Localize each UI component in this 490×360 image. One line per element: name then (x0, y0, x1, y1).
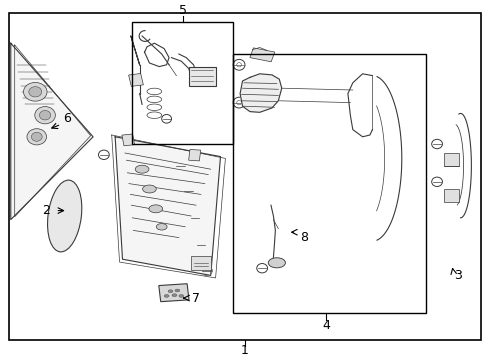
Ellipse shape (149, 205, 163, 213)
Ellipse shape (175, 289, 180, 292)
Bar (233, 54, 426, 313)
Ellipse shape (35, 107, 55, 124)
Ellipse shape (27, 129, 47, 145)
Bar (189, 67, 216, 86)
Ellipse shape (48, 180, 82, 252)
Ellipse shape (269, 258, 285, 268)
Ellipse shape (156, 224, 167, 230)
Ellipse shape (168, 290, 173, 293)
Bar (132, 22, 233, 144)
Text: 5: 5 (179, 4, 187, 17)
Polygon shape (115, 137, 220, 275)
Ellipse shape (172, 294, 177, 297)
Text: 2: 2 (43, 204, 50, 217)
Ellipse shape (24, 82, 47, 101)
Bar (250, 48, 275, 62)
Ellipse shape (39, 111, 51, 120)
Bar (159, 284, 189, 302)
Polygon shape (240, 74, 282, 112)
Text: 6: 6 (63, 112, 71, 125)
Bar (191, 256, 211, 270)
Text: 1: 1 (241, 345, 249, 357)
Text: 7: 7 (192, 292, 200, 305)
Bar (444, 189, 459, 202)
Ellipse shape (29, 87, 42, 97)
Bar (122, 134, 135, 146)
Bar (444, 153, 459, 166)
Ellipse shape (143, 185, 156, 193)
Ellipse shape (135, 165, 149, 173)
Text: 8: 8 (300, 231, 308, 244)
Bar (189, 149, 201, 161)
Polygon shape (11, 43, 93, 220)
Text: 4: 4 (322, 319, 330, 332)
Ellipse shape (179, 294, 184, 297)
Ellipse shape (164, 294, 169, 297)
Ellipse shape (31, 132, 42, 141)
Text: 3: 3 (454, 269, 462, 282)
Bar (128, 73, 144, 86)
